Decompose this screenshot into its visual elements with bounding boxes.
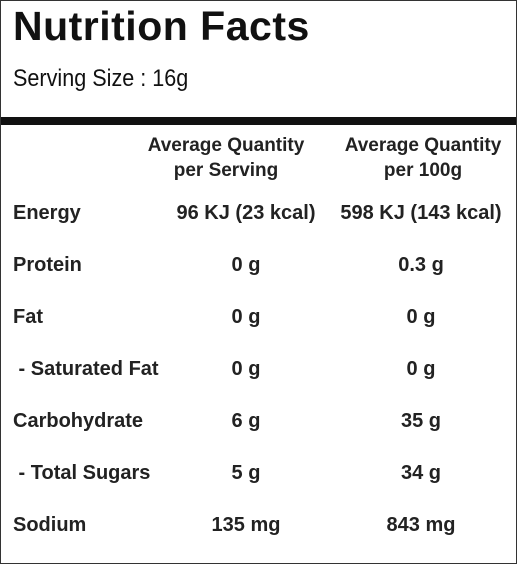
serving-size: Serving Size : 16g [13,65,189,92]
nutrient-label: Fat [13,306,43,328]
column-header-line: Average Quantity [344,135,502,156]
per-serving-value: 5 g [231,462,261,484]
per-100g-value: 35 g [400,410,442,432]
column-header-line: per 100g [383,160,463,181]
per-serving-value: 6 g [231,410,261,432]
per-serving-value: 135 mg [211,514,281,536]
per-100g-value: 0 g [406,306,436,328]
per-serving-value: 0 g [231,254,261,276]
column-header-line: Average Quantity [147,135,305,156]
column-header-line: per Serving [173,160,279,181]
per-serving-value: 0 g [231,358,261,380]
per-100g-value: 0.3 g [398,254,444,276]
per-serving-value: 0 g [231,306,261,328]
nutrient-label: Protein [13,254,82,276]
per-serving-value: 96 KJ (23 kcal) [176,202,316,224]
column-header: Average Quantity per Serving [126,133,326,183]
per-100g-value: 598 KJ (143 kcal) [340,202,502,224]
per-100g-value: 843 mg [386,514,456,536]
per-100g-value: 34 g [400,462,442,484]
nutrient-label: Carbohydrate [13,410,144,432]
nutrient-label: Sodium [13,514,87,536]
divider-bar [1,117,516,125]
column-header: Average Quantity per 100g [323,133,517,183]
nutrient-label: Energy [13,202,81,224]
nutrient-label: - Saturated Fat [13,358,159,380]
nutrient-label: - Total Sugars [13,462,151,484]
title: Nutrition Facts [13,3,310,49]
per-100g-value: 0 g [406,358,436,380]
